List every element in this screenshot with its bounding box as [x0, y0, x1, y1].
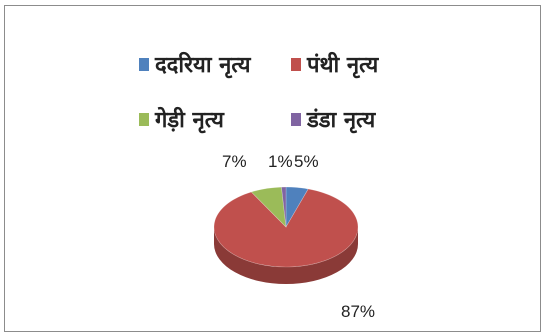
pie-slice-dadariya [285, 186, 309, 229]
legend-item-panthi: पंथी नृत्य [291, 49, 378, 79]
legend-swatch-gedi [139, 112, 149, 126]
legend-label-gedi: गेड़ी नृत्य [155, 108, 224, 133]
legend-swatch-dadariya [139, 57, 149, 71]
legend-item-gedi: गेड़ी नृत्य [139, 104, 224, 134]
pie-slice-danda [281, 186, 287, 228]
data-label-dadariya: 5% [294, 152, 319, 171]
data-label-panthi: 87% [341, 302, 376, 321]
legend-label-dadariya: ददरिया नृत्य [155, 53, 251, 78]
pie-side-panthi [214, 227, 358, 284]
legend-swatch-danda [291, 112, 301, 126]
legend-item-dadariya: ददरिया नृत्य [139, 49, 251, 79]
legend-item-danda: डंडा नृत्य [291, 104, 375, 134]
pie-slice-gedi [250, 186, 287, 228]
data-label-danda: 1% [268, 152, 293, 171]
pie-slice-panthi [213, 188, 359, 268]
legend-label-danda: डंडा नृत्य [307, 108, 376, 133]
legend-swatch-panthi [291, 57, 301, 71]
data-label-gedi: 7% [222, 152, 247, 171]
legend-label-panthi: पंथी नृत्य [307, 53, 379, 78]
